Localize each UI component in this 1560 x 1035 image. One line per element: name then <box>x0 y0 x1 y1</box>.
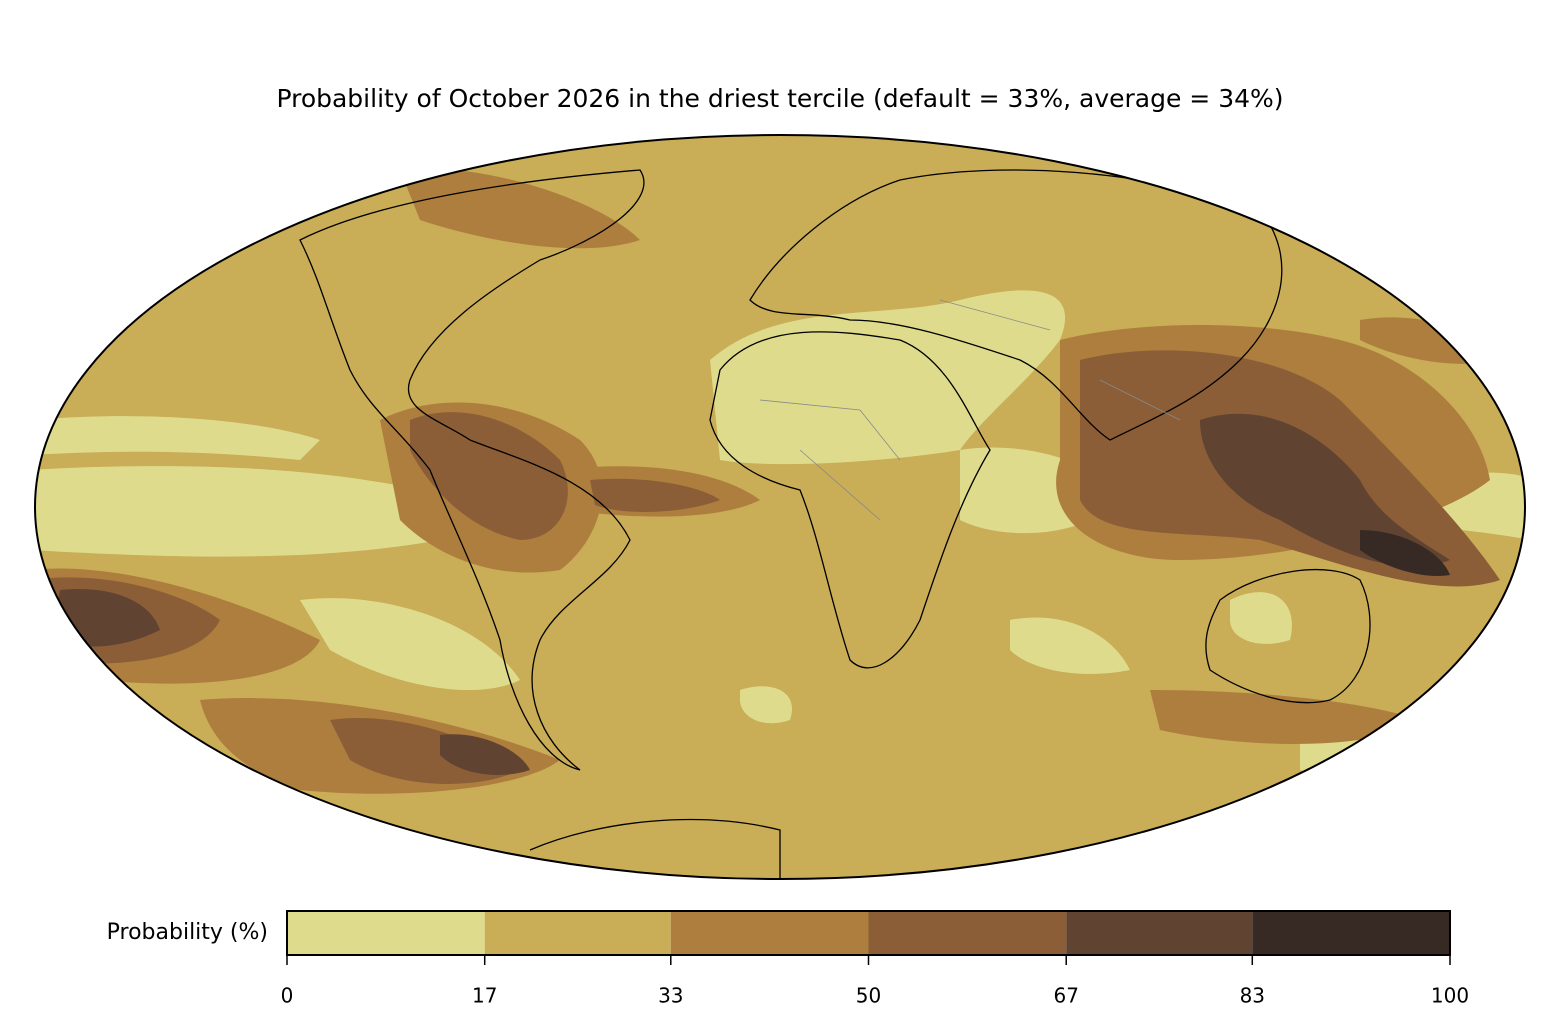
tick-label: 50 <box>856 984 881 1008</box>
tick-label: 83 <box>1240 984 1265 1008</box>
colorbar-segment <box>1252 911 1450 955</box>
colorbar-segment <box>868 911 1067 955</box>
coastline <box>709 331 991 669</box>
colorbar-segment <box>484 911 671 955</box>
colorbar: 0 17 33 50 67 83 100 <box>281 911 1469 1008</box>
colorbar-frame <box>286 910 1451 956</box>
field <box>1230 592 1292 644</box>
field <box>410 412 568 540</box>
field <box>1360 530 1450 576</box>
map-frame <box>34 134 1526 880</box>
coastline <box>749 169 1283 441</box>
colorbar-segment <box>1066 911 1253 955</box>
map-field <box>35 135 1525 879</box>
colorbar-segment <box>670 911 869 955</box>
field <box>400 168 640 249</box>
tick-label: 67 <box>1053 984 1078 1008</box>
tick-label: 0 <box>281 984 294 1008</box>
field <box>740 686 792 724</box>
field <box>440 734 530 775</box>
field <box>1150 690 1420 744</box>
colorbar-segment <box>287 911 485 955</box>
field <box>300 598 520 690</box>
field <box>1200 413 1450 567</box>
border <box>759 299 1181 521</box>
field <box>35 466 440 557</box>
field <box>590 478 720 512</box>
coastline <box>299 169 645 771</box>
field <box>35 416 320 460</box>
field <box>710 290 1066 465</box>
tick-label: 33 <box>658 984 683 1008</box>
tick-label: 17 <box>472 984 497 1008</box>
coastline <box>529 818 781 879</box>
tick-label: 100 <box>1431 984 1469 1008</box>
map-title: Probability of October 2026 in the dries… <box>276 84 1283 113</box>
colorbar-label: Probability (%) <box>107 920 268 945</box>
field <box>1010 617 1130 674</box>
coastline <box>1205 569 1371 704</box>
